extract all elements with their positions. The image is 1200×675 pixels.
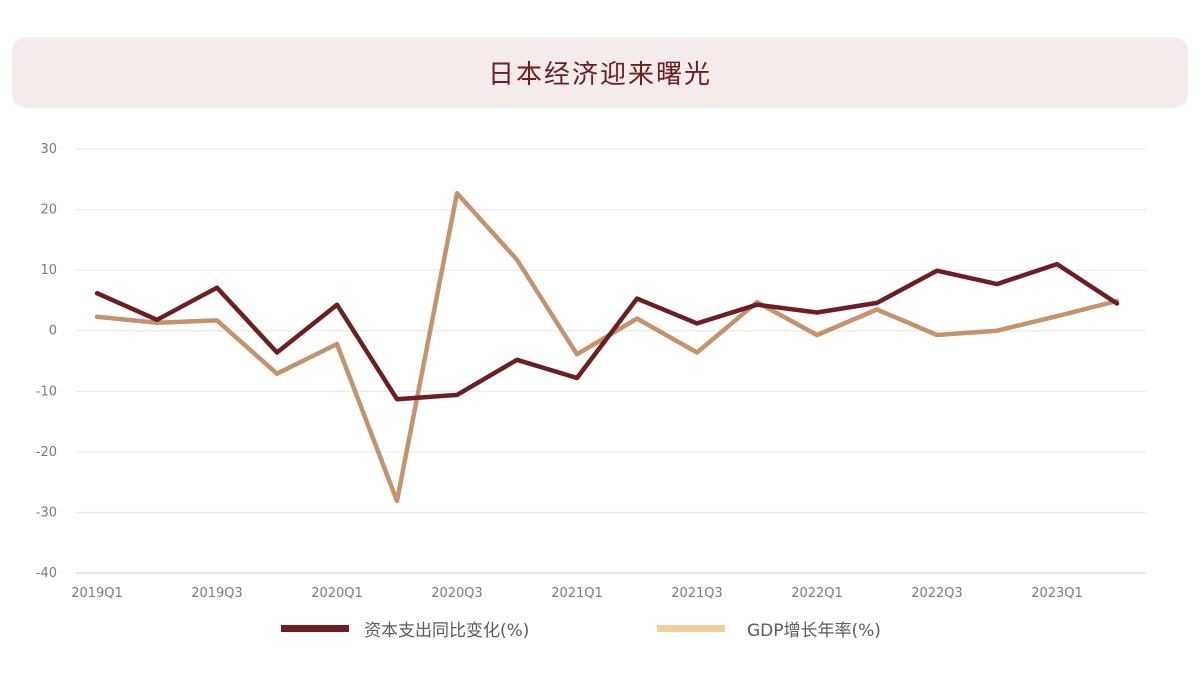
y-tick-label: 30: [40, 142, 57, 157]
x-tick-label: 2023Q1: [1031, 586, 1083, 601]
x-tick-label: 2021Q1: [551, 586, 603, 601]
x-tick-label: 2020Q1: [311, 586, 363, 601]
y-tick-label: -40: [36, 566, 57, 581]
legend-label: 资本支出同比变化(%): [364, 621, 529, 641]
legend-swatch: [281, 625, 349, 632]
series-line-1: [94, 190, 1120, 504]
y-tick-label: -20: [36, 445, 57, 460]
legend-swatch: [657, 625, 725, 632]
x-tick-label: 2021Q3: [671, 586, 723, 601]
x-tick-label: 2020Q3: [431, 586, 483, 601]
x-tick-label: 2019Q3: [191, 586, 243, 601]
legend: 资本支出同比变化(%) GDP增长年率(%): [281, 621, 881, 641]
y-tick-label: 0: [49, 324, 57, 339]
series-line-0: [94, 261, 1120, 402]
y-tick-label: -30: [36, 505, 57, 520]
x-tick-label: 2022Q1: [791, 586, 843, 601]
series-lines: [94, 190, 1120, 504]
chart-title: 日本经济迎来曙光: [487, 60, 712, 90]
grid-lines: [76, 148, 1146, 574]
x-tick-label: 2019Q1: [71, 586, 123, 601]
y-axis-ticks: 30 20 10 0 -10 -20 -30 -40: [36, 142, 57, 581]
x-tick-label: 2022Q3: [911, 586, 963, 601]
y-tick-label: -10: [36, 384, 57, 399]
y-tick-label: 10: [40, 263, 57, 278]
y-tick-label: 20: [40, 203, 57, 218]
title-banner: 日本经济迎来曙光: [12, 37, 1188, 108]
x-axis-ticks: 2019Q1 2019Q3 2020Q1 2020Q3 2021Q1 2021Q3 2022…: [71, 586, 1083, 601]
legend-label: GDP增长年率(%): [747, 621, 881, 641]
